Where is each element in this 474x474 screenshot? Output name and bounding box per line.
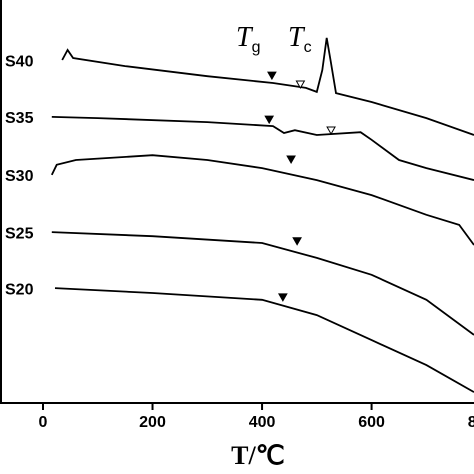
annotation: Tc: [288, 22, 312, 56]
series-label: S40: [5, 53, 34, 70]
curve: [51, 231, 474, 336]
curve: [61, 37, 474, 136]
series-label: S30: [5, 168, 34, 185]
marker: [295, 80, 306, 90]
annotation: Tg: [236, 22, 260, 56]
series-label: S20: [5, 281, 34, 298]
x-axis-label: T/℃: [231, 441, 285, 470]
curve: [50, 154, 474, 246]
marker: [326, 126, 336, 135]
x-tick-label: 800: [468, 414, 474, 431]
annotation-text: T: [288, 22, 306, 53]
curve: [54, 287, 474, 393]
series-label: S25: [5, 225, 34, 242]
marker: [278, 293, 288, 302]
marker: [267, 71, 277, 81]
x-tick-label: 600: [358, 414, 385, 431]
annotation-sub: g: [252, 39, 261, 56]
marker: [264, 115, 275, 125]
curve: [51, 116, 474, 181]
x-tick-label: 200: [139, 414, 166, 431]
x-tick-label: 400: [249, 414, 276, 431]
annotation-text: T: [236, 22, 254, 53]
series-label: S35: [5, 110, 34, 127]
annotation-sub: c: [304, 39, 312, 56]
x-tick-label: 0: [39, 414, 48, 431]
marker: [286, 155, 296, 164]
marker: [292, 237, 302, 246]
